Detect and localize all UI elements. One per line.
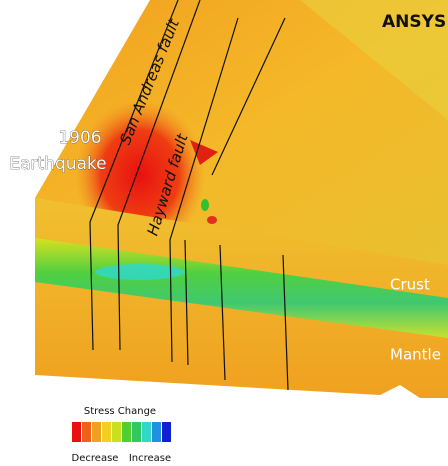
color-scale: [72, 422, 171, 442]
layer-label: Mantle: [390, 346, 441, 364]
logo: ANSYS: [382, 12, 446, 32]
visualization: ANSYS 1906 Earthquake San Andreas fault …: [0, 0, 448, 466]
event-year: 1906: [58, 128, 101, 148]
stress-spot: [201, 199, 209, 211]
legend-title: Stress Change: [84, 406, 156, 417]
legend-low: Decrease: [72, 453, 119, 464]
event-name: Earthquake: [9, 154, 106, 174]
stress-spot: [207, 216, 217, 224]
legend-high: Increase: [129, 453, 171, 464]
layer-label: Crust: [390, 276, 430, 294]
cyan-zone: [95, 264, 185, 280]
